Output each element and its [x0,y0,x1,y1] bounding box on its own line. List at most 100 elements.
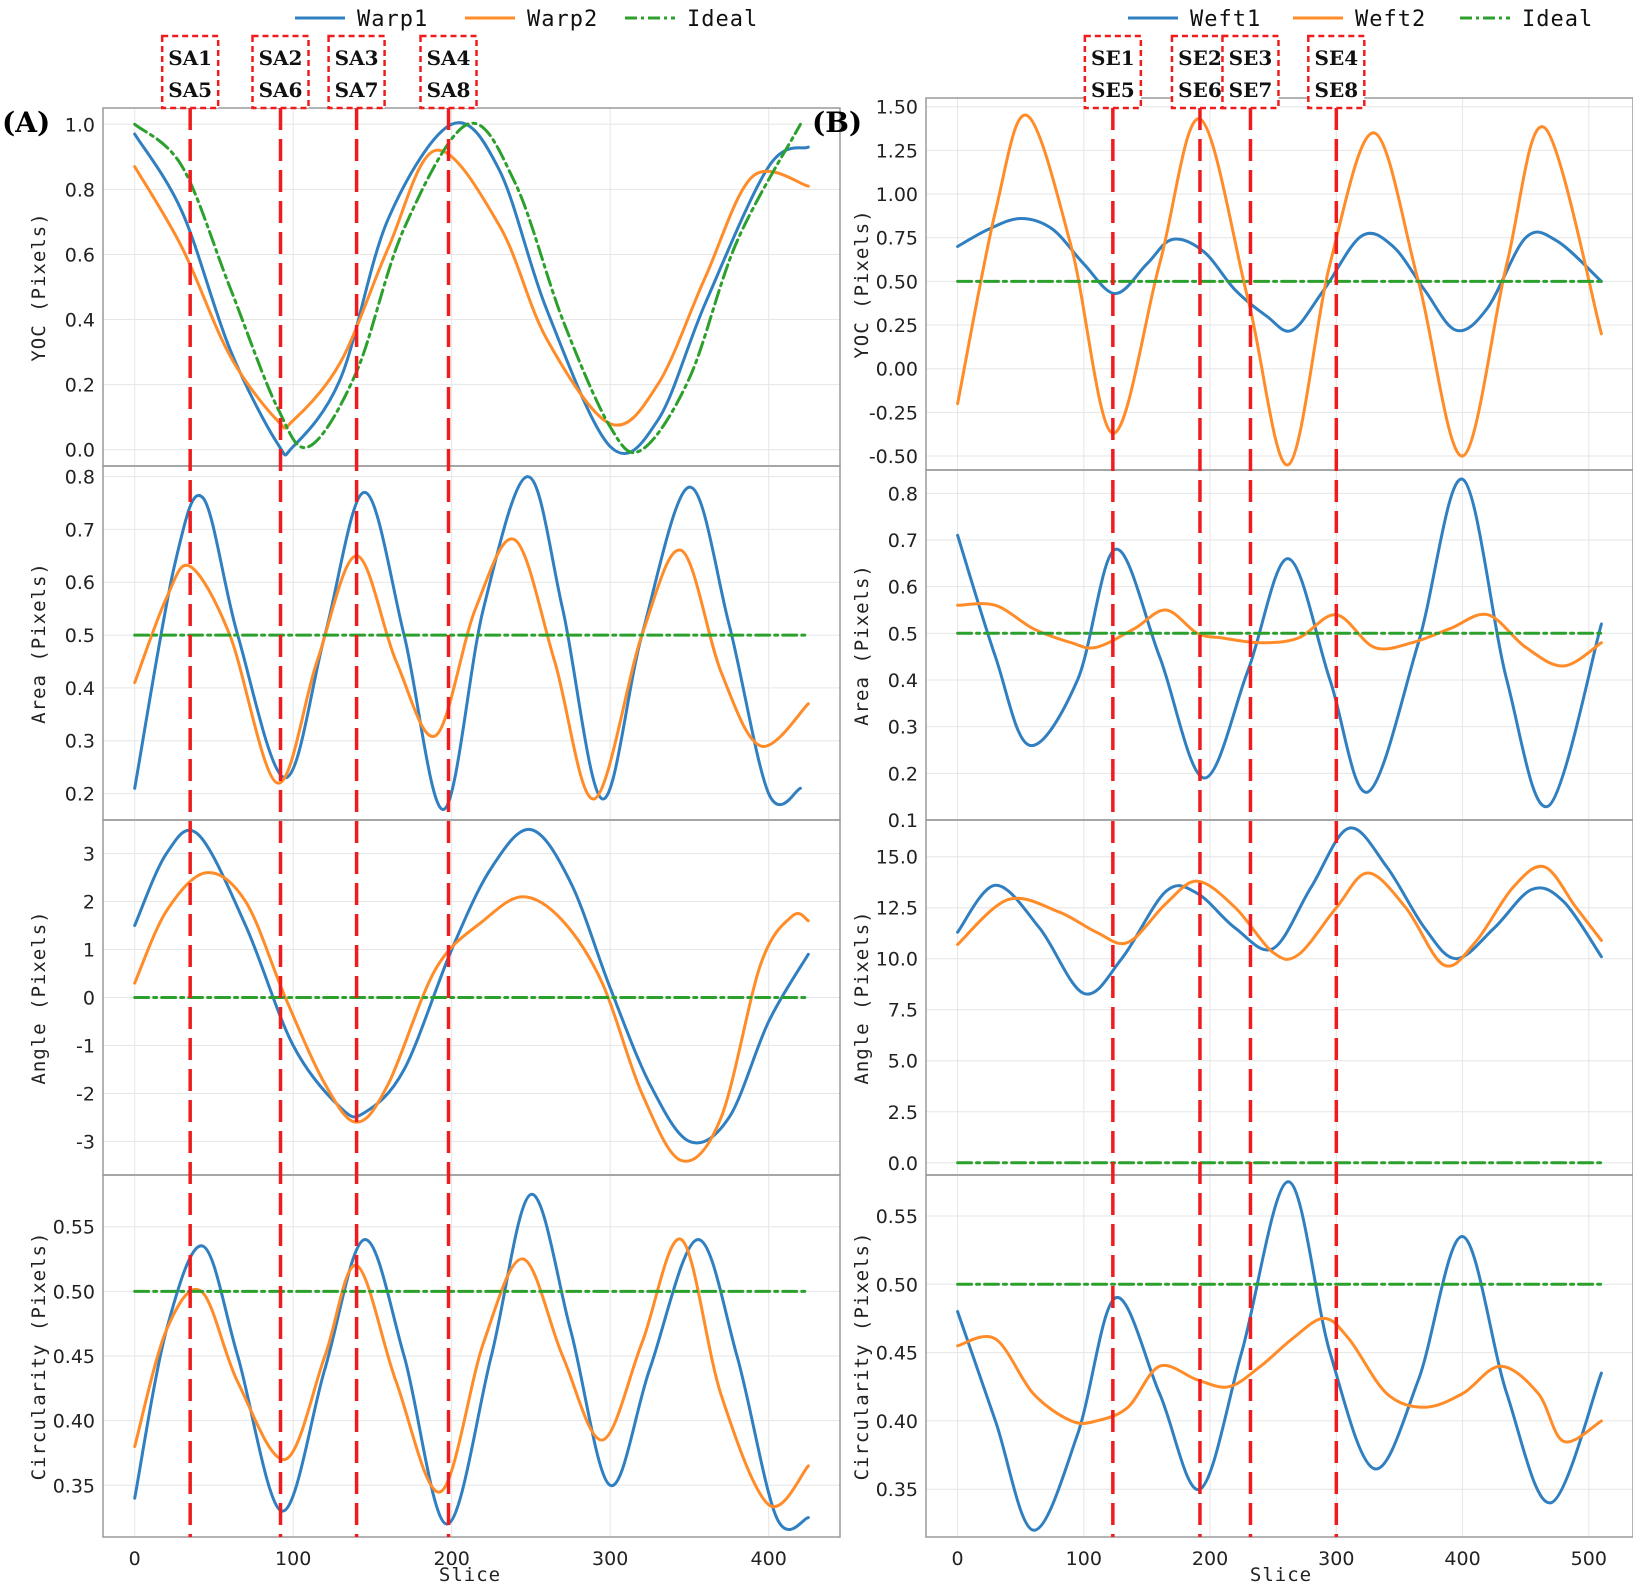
y-tick-label: 0.3 [65,731,95,753]
y-axis-title: Circularity (Pixels) [851,1232,873,1481]
series-line-weft1 [956,217,1603,333]
x-tick-label: 300 [592,1548,628,1570]
series-line-weft2 [956,1316,1603,1444]
y-axis-title: Circularity (Pixels) [28,1232,50,1481]
y-tick-label: 1 [83,940,95,962]
series-line-warp2 [133,871,810,1163]
y-tick-label: 0.4 [65,678,95,700]
marker-label: SE3 [1229,46,1273,70]
panel-b-subplot-1-series [956,113,1603,467]
panel-b-subplot-2-series [956,477,1603,809]
y-tick-label: 1.50 [876,97,918,119]
panel-a-subplot-3: -3 -2 -1 0 1 2 3 Angle (Pixels) [28,819,841,1176]
y-tick-label: 0.75 [876,228,918,250]
y-tick-label: 0.40 [876,1411,918,1433]
panel-a-subplot-1-series [133,121,810,457]
y-tick-label: 10.0 [876,949,918,971]
y-axis-title: Angle (Pixels) [28,910,50,1084]
legend-label-weft2: Weft2 [1355,7,1426,32]
marker-box-se1 [1083,34,1143,110]
panel-a-subplot-1-frame [102,107,841,467]
series-line-warp1 [133,1192,810,1532]
panel-a-subplot-3-series [133,828,810,1163]
y-tick-label: 0.6 [65,244,95,266]
y-tick-label: 0.5 [65,625,95,647]
legend-label-warp2: Warp2 [527,7,598,32]
legend-label-weft1: Weft1 [1190,7,1261,32]
panel-a: (A) Slice 0.0 0.2 0.4 0.6 0.8 1.0 YOC (Pixels)… [2,7,841,1586]
y-tick-label: 2.5 [888,1102,918,1124]
panel-b-subplot-3-series [956,826,1603,1165]
series-line-warp2 [133,148,810,430]
panel-b-markers: SE1 SE5 SE2 SE6 SE3 SE7 SE4 SE8 [1083,34,1366,1537]
y-axis-title: Area (Pixels) [28,562,50,724]
y-tick-label: 0.5 [888,623,918,645]
y-tick-label: 0.6 [888,577,918,599]
y-tick-label: 0.25 [876,315,918,337]
series-line-warp1 [133,121,810,457]
y-tick-label: 12.5 [876,898,918,920]
marker-label: SA5 [168,78,212,102]
panel-b-subplot-4-frame [925,1174,1633,1538]
marker-label: SA6 [259,78,303,102]
legend-label-ideal: Ideal [1522,7,1593,32]
panel-b-subplot-1-frame [925,97,1633,471]
panel-a-subplot-2-frame [102,465,841,821]
y-tick-label: 3 [83,844,95,866]
panel-b: (B) Slice -0.50-0.250.000.250.500.751.00… [812,7,1633,1586]
x-tick-label: 0 [129,1548,141,1570]
y-tick-label: -2 [76,1083,95,1105]
y-tick-label: 0.1 [888,810,918,832]
y-tick-label: 0.35 [876,1479,918,1501]
x-tick-label: 500 [1571,1548,1607,1570]
y-tick-label: 0.45 [53,1346,95,1368]
x-tick-label: 200 [434,1548,470,1570]
y-tick-label: 0.50 [53,1281,95,1303]
panel-b-legend: Weft1 Weft2 Ideal [1128,7,1593,32]
y-tick-label: 0.50 [876,1274,918,1296]
legend-label-warp1: Warp1 [357,7,428,32]
y-tick-label: 0 [83,988,95,1010]
y-tick-label: 0.45 [876,1343,918,1365]
marker-label: SE1 [1091,46,1135,70]
x-tick-label: 100 [1066,1548,1102,1570]
marker-label: SA1 [168,46,212,70]
series-line-weft2 [956,602,1603,668]
panel-b-subplot-3: 0.0 2.5 5.0 7.5 10.0 12.5 15.0 Angle (Pixels) [851,819,1633,1176]
y-tick-label: 0.8 [65,467,95,489]
marker-label: SA8 [427,78,471,102]
y-tick-label: 0.00 [876,359,918,381]
y-tick-label: 0.2 [65,784,95,806]
y-tick-label: 0.55 [876,1206,918,1228]
x-tick-label: 400 [751,1548,787,1570]
panel-a-x-axis-title: Slice [439,1564,501,1586]
y-tick-label: 15.0 [876,847,918,869]
y-tick-label: 0.7 [65,519,95,541]
marker-label: SA7 [335,78,379,102]
panel-a-subplot-4-frame [102,1174,841,1538]
panel-a-legend: Warp1 Warp2 Ideal [295,7,757,32]
panel-b-subplot-2: 0.1 0.2 0.3 0.4 0.5 0.6 0.7 0.8 Area (Pixels) [851,469,1633,832]
x-tick-label: 400 [1444,1548,1480,1570]
x-tick-label: 0 [952,1548,964,1570]
marker-box-sa2 [251,34,310,110]
marker-label: SA2 [259,46,303,70]
marker-box-sa3 [327,34,386,110]
y-tick-label: 0.55 [53,1217,95,1239]
marker-box-sa1 [160,34,220,110]
marker-label: SA4 [427,46,471,70]
x-tick-label: 300 [1318,1548,1354,1570]
y-tick-label: 0.40 [53,1411,95,1433]
panel-a-subplot-4-series [133,1192,810,1532]
panel-a-label: (A) [2,106,50,139]
y-tick-label: 0.2 [65,375,95,397]
y-tick-label: 7.5 [888,1000,918,1022]
marker-box-se4 [1307,34,1366,110]
marker-label: SA3 [335,46,379,70]
panel-b-label: (B) [812,106,862,139]
y-tick-label: -3 [76,1131,95,1153]
panel-a-subplot-1: 0.0 0.2 0.4 0.6 0.8 1.0 YOC (Pixels) [28,107,841,467]
